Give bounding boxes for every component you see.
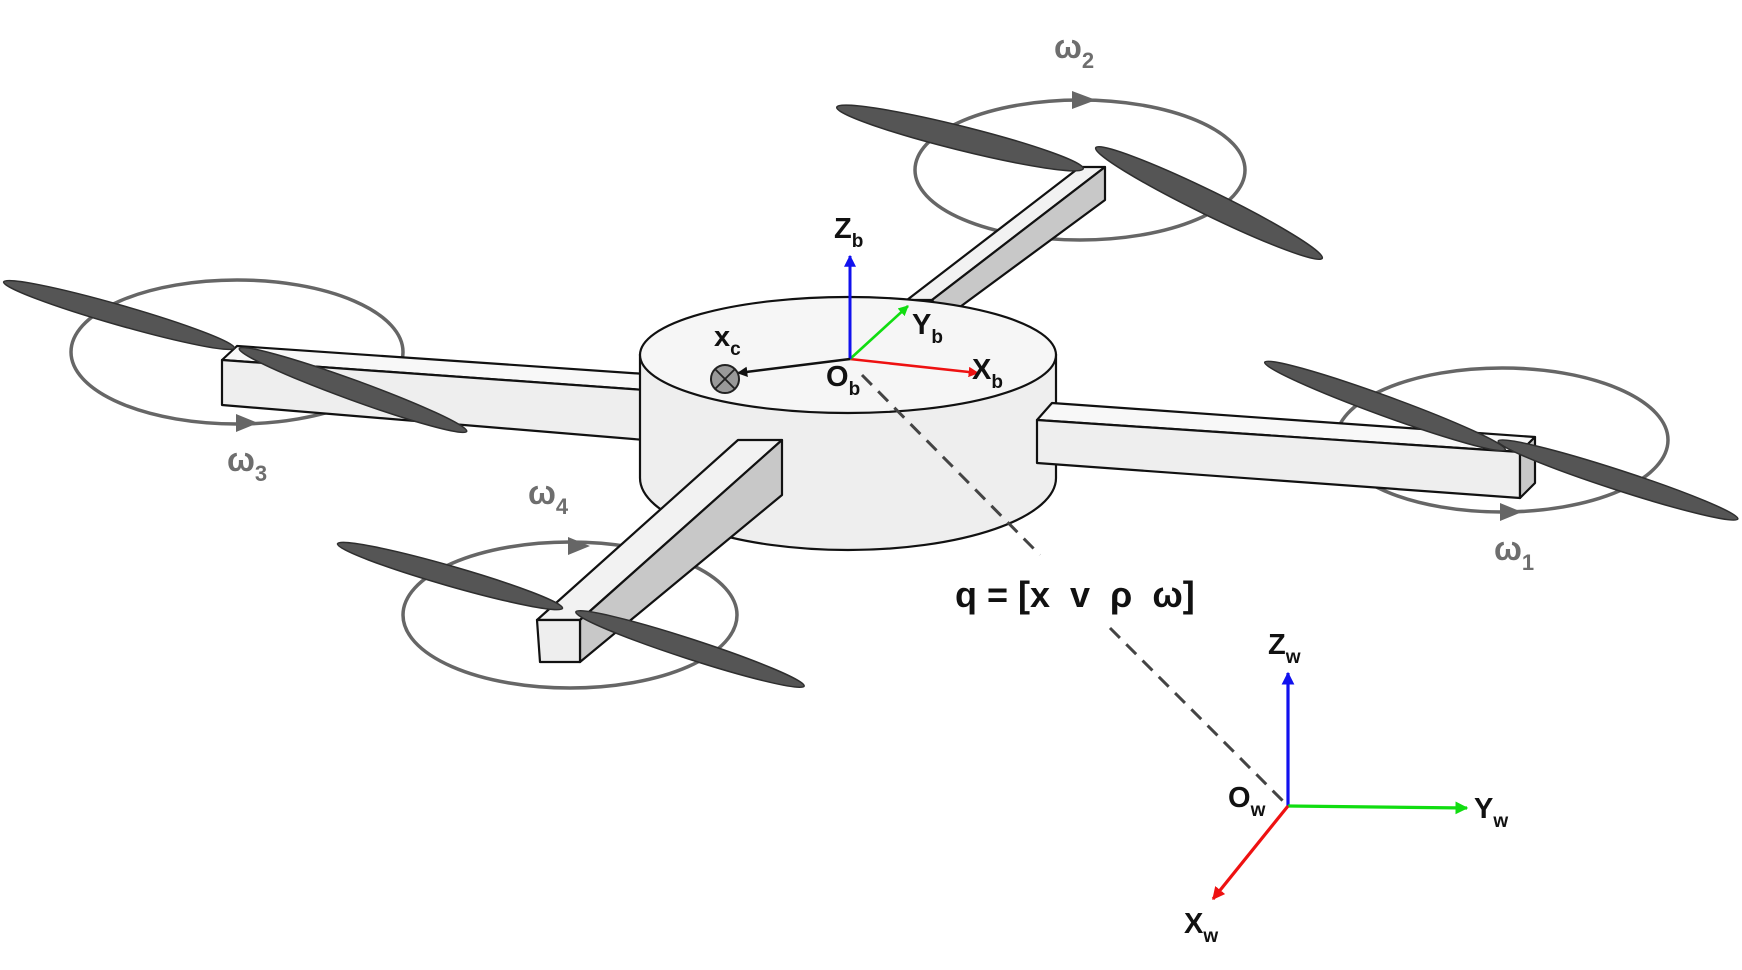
body-y-label: Yb <box>912 309 943 348</box>
world-frame-axes <box>1211 671 1469 901</box>
rotor-2 <box>913 91 1247 242</box>
state-equation: q = [x v ρ ω] <box>955 574 1195 615</box>
body-y-axis-arrow <box>849 305 909 360</box>
body-origin-label: Ob <box>826 361 860 400</box>
propeller-1 <box>1263 360 1739 521</box>
hub-top <box>638 295 1058 415</box>
rotor-3-direction-arrow <box>236 414 258 432</box>
rotor-1-label: ω1 <box>1494 530 1534 575</box>
arm-2 <box>905 165 1107 320</box>
world-x-axis-arrow <box>1211 804 1290 901</box>
rotor-1-direction-arrow <box>1500 503 1522 521</box>
world-z-label: Zw <box>1268 629 1301 668</box>
rotor-2-label: ω2 <box>1054 28 1094 73</box>
center-of-mass-marker <box>710 364 740 394</box>
arm-4 <box>535 438 784 664</box>
center-offset-arrow <box>736 357 851 377</box>
body-to-world-dashed-line-lower <box>1108 626 1290 808</box>
rotor-2-direction-arrow <box>1072 91 1096 109</box>
body-x-axis-arrow <box>849 357 980 378</box>
propeller-3 <box>2 279 468 434</box>
world-y-axis-arrow <box>1287 801 1469 815</box>
body-frame-axes <box>710 254 980 394</box>
rotor-4-direction-arrow <box>568 537 590 555</box>
propeller-2 <box>835 104 1324 261</box>
world-origin-label: Ow <box>1228 782 1266 821</box>
body-to-world-dashed-line-upper <box>860 373 1042 557</box>
propeller-4 <box>336 541 805 689</box>
arm-1 <box>1035 401 1537 500</box>
world-y-label: Yw <box>1474 793 1508 832</box>
rotor-3 <box>69 278 405 432</box>
body-z-label: Zb <box>834 213 863 252</box>
rotor-4-label: ω4 <box>528 474 569 519</box>
rotor-4 <box>401 537 739 690</box>
rotor-3-label: ω3 <box>227 441 267 486</box>
world-x-label: Xw <box>1184 908 1218 947</box>
body-x-label: Xb <box>972 354 1003 393</box>
center-point-label: xc <box>714 321 741 360</box>
